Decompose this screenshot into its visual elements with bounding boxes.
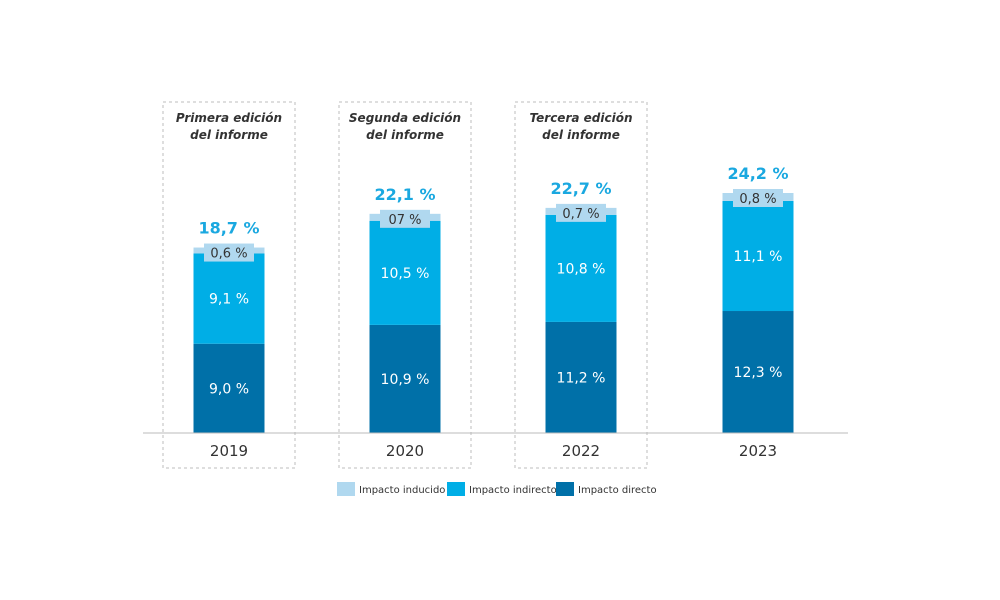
- data-label-impacto-indirecto-2019: 9,1 %: [209, 292, 249, 308]
- legend-swatch-impacto-inducido: [337, 482, 355, 496]
- x-tick-label-2022: 2022: [562, 442, 600, 460]
- edition-note-line2-2019: del informe: [190, 128, 268, 142]
- data-label-impacto-indirecto-2023: 11,1 %: [734, 249, 783, 265]
- edition-note-line1-2022: Tercera edición: [530, 111, 633, 125]
- data-label-bg-impacto-inducido-2019: [204, 243, 254, 262]
- data-label-bg-impacto-inducido-2020: [380, 209, 430, 228]
- data-label-impacto-directo-2020: 10,9 %: [381, 372, 430, 388]
- bar-segment-impacto-directo-2022: [545, 321, 617, 433]
- legend-swatch-impacto-indirecto: [447, 482, 465, 496]
- edition-note-line1-2019: Primera edición: [176, 111, 282, 125]
- x-tick-label-2023: 2023: [739, 442, 777, 460]
- legend-label-impacto-directo: Impacto directo: [578, 485, 657, 496]
- bar-segment-impacto-directo-2020: [369, 324, 441, 433]
- edition-note-line1-2020: Segunda edición: [349, 111, 461, 125]
- data-label-impacto-indirecto-2020: 10,5 %: [381, 266, 430, 282]
- total-label-2020: 22,1 %: [374, 185, 435, 204]
- edition-box-2022: [514, 101, 648, 469]
- edition-note-line2-2020: del informe: [366, 128, 444, 142]
- bar-segment-impacto-indirecto-2019: [193, 253, 265, 344]
- legend-label-impacto-indirecto: Impacto indirecto: [469, 485, 557, 496]
- data-label-impacto-inducido-2020: 07 %: [388, 213, 421, 228]
- edition-note-line2-2022: del informe: [542, 128, 620, 142]
- bar-segment-impacto-directo-2019: [193, 343, 265, 433]
- total-label-2019: 18,7 %: [198, 219, 259, 238]
- data-label-bg-impacto-inducido-2023: [733, 189, 783, 207]
- edition-box-2020: [338, 101, 472, 469]
- total-label-2023: 24,2 %: [727, 164, 788, 183]
- data-label-bg-impacto-inducido-2022: [556, 203, 606, 222]
- data-label-impacto-indirecto-2022: 10,8 %: [557, 261, 606, 277]
- bars: [193, 193, 794, 433]
- x-tick-label-2020: 2020: [386, 442, 424, 460]
- legend-swatch-impacto-directo: [556, 482, 574, 496]
- bar-segment-impacto-directo-2023: [722, 311, 794, 433]
- data-label-impacto-inducido-2022: 0,7 %: [562, 207, 599, 222]
- data-label-impacto-inducido-2023: 0,8 %: [739, 192, 776, 207]
- legend: Impacto inducido Impacto indirecto Impacto…: [337, 482, 657, 496]
- bar-segment-impacto-indirecto-2022: [545, 214, 617, 322]
- data-label-impacto-directo-2023: 12,3 %: [734, 365, 783, 381]
- total-label-2022: 22,7 %: [550, 179, 611, 198]
- x-tick-label-2019: 2019: [210, 442, 248, 460]
- labels: Primera edición del informe Segunda edició…: [176, 111, 789, 460]
- legend-label-impacto-inducido: Impacto inducido: [359, 485, 445, 496]
- edition-box-2019: [162, 101, 296, 469]
- data-label-impacto-inducido-2019: 0,6 %: [210, 247, 247, 262]
- bar-segment-impacto-indirecto-2023: [722, 200, 794, 312]
- data-label-impacto-directo-2022: 11,2 %: [557, 370, 606, 386]
- bar-segment-impacto-indirecto-2020: [369, 220, 441, 325]
- edition-boxes: [162, 101, 648, 469]
- data-label-impacto-directo-2019: 9,0 %: [209, 381, 249, 397]
